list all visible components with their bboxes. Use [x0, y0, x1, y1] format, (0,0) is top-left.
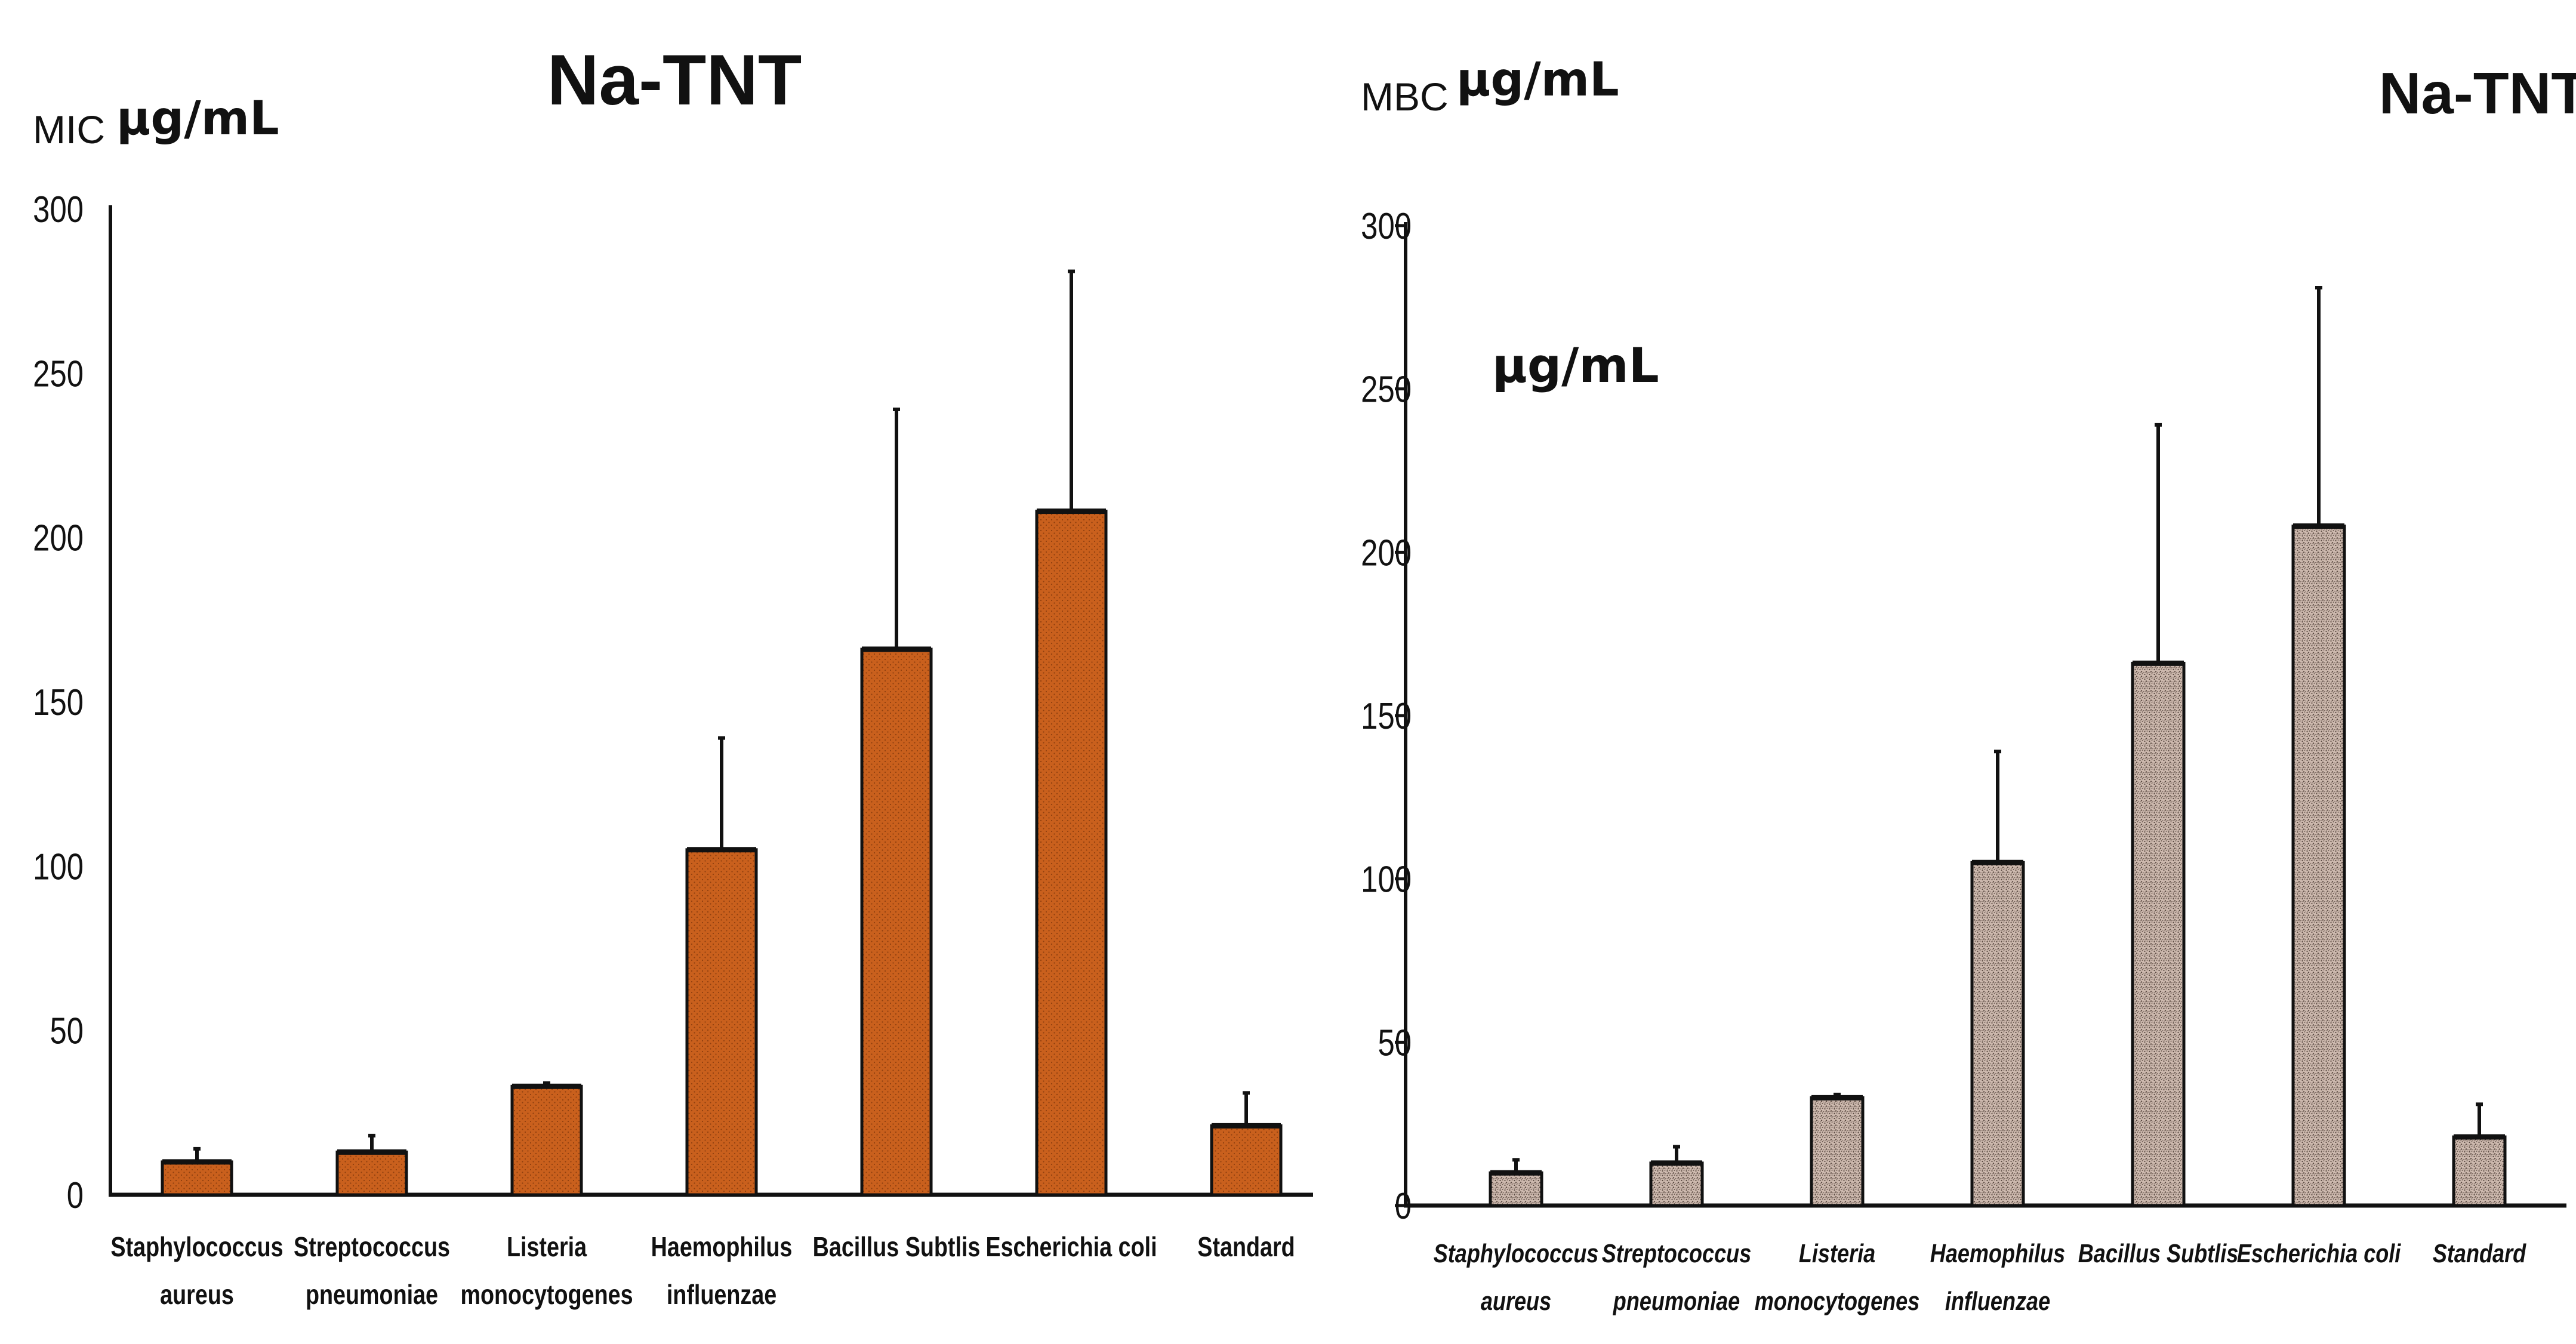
- mbc-x-category-label: Staphylococcus: [1434, 1239, 1599, 1268]
- mbc-x-category-label: Streptococcus: [1602, 1239, 1752, 1268]
- mbc-x-category-label: Standard: [2433, 1239, 2527, 1268]
- mbc-x-category-label: Haemophilus: [1930, 1239, 2065, 1268]
- mic-chart-title: Na-TNT: [547, 40, 802, 120]
- mbc-y-tick-label: 0: [1395, 1186, 1412, 1227]
- mic-x-category-label: Streptococcus: [294, 1231, 450, 1262]
- mic-plot-area: 0 50 100 150 200 250 300 Staphylococcus aureus St…: [33, 189, 1313, 1310]
- mic-x-category-label: Staphylococcus: [110, 1231, 283, 1262]
- mic-bar: [335, 1150, 408, 1197]
- mbc-bar: [1970, 861, 2025, 1207]
- mbc-x-category-label: Listeria: [1799, 1239, 1875, 1268]
- mbc-x-category-label: monocytogenes: [1755, 1287, 1920, 1316]
- mbc-y-axis-unit: µg/mL: [1456, 53, 1619, 107]
- mic-x-category-label: pneumoniae: [306, 1279, 438, 1309]
- mbc-bar: [1810, 1096, 1865, 1207]
- mic-y-axis-unit: µg/mL: [116, 92, 279, 146]
- mic-x-category-label: Escherichia coli: [985, 1231, 1157, 1262]
- mic-panel: Na-TNT MIC µg/mL 0 50 100 150 200 250 300 Staph…: [33, 40, 1313, 1310]
- mbc-bar: [2131, 661, 2186, 1207]
- mbc-x-category-label: aureus: [1481, 1287, 1551, 1316]
- mbc-y-axis-tag: MBC: [1361, 75, 1449, 119]
- mbc-bar: [2291, 525, 2346, 1207]
- mic-bar: [860, 648, 933, 1197]
- mbc-bar: [2452, 1135, 2507, 1207]
- mic-y-tick-label: 200: [33, 518, 84, 559]
- mic-x-category-label: Standard: [1197, 1231, 1295, 1262]
- mic-x-category-label: Listeria: [507, 1231, 587, 1262]
- mic-y-tick-label: 300: [33, 189, 84, 230]
- mic-y-tick-label: 0: [67, 1175, 84, 1216]
- mic-x-category-label: Haemophilus: [651, 1231, 793, 1262]
- mbc-x-category-label: Escherichia coli: [2237, 1239, 2401, 1268]
- mbc-unit-annotation: µg/mL: [1492, 338, 1659, 393]
- mbc-panel: MBC µg/mL Na-TNT µg/mL 0 50 100 150 200 250 30…: [1361, 53, 2576, 1316]
- mbc-x-category-label: pneumoniae: [1613, 1287, 1740, 1316]
- mic-x-category-label: monocytogenes: [460, 1279, 633, 1309]
- mic-y-axis-tag: MIC: [33, 107, 105, 152]
- mbc-y-tick-label: 300: [1361, 206, 1412, 247]
- mbc-plot-area: 0 50 100 150 200 250 300 Staphylococcus aureus St…: [1361, 206, 2566, 1316]
- mic-y-tick-label: 150: [33, 682, 84, 723]
- mic-bar: [1035, 510, 1108, 1197]
- mbc-bar: [1649, 1161, 1704, 1207]
- mbc-chart-title: Na-TNT: [2379, 60, 2576, 126]
- mbc-bar: [1489, 1171, 1543, 1207]
- mbc-y-tick-label: 50: [1378, 1023, 1412, 1064]
- mic-y-tick-label: 100: [33, 847, 84, 888]
- mic-bar: [685, 848, 758, 1197]
- mic-bar: [161, 1160, 233, 1197]
- mbc-y-tick-label: 100: [1361, 859, 1412, 901]
- mbc-x-category-label: Bacillus Subtlis: [2078, 1239, 2239, 1268]
- mic-bar: [510, 1084, 583, 1197]
- mic-x-category-label: aureus: [160, 1279, 234, 1309]
- mbc-y-tick-label: 250: [1361, 369, 1412, 411]
- mbc-x-category-label: influenzae: [1945, 1287, 2050, 1316]
- mbc-y-tick-label: 150: [1361, 696, 1412, 737]
- mic-y-tick-label: 250: [33, 354, 84, 395]
- mic-x-category-label: influenzae: [667, 1279, 777, 1309]
- mbc-y-tick-label: 200: [1361, 533, 1412, 574]
- mic-x-category-label: Bacillus Subtlis: [813, 1231, 981, 1262]
- mic-bar: [1210, 1124, 1283, 1197]
- mic-y-tick-label: 50: [50, 1011, 84, 1052]
